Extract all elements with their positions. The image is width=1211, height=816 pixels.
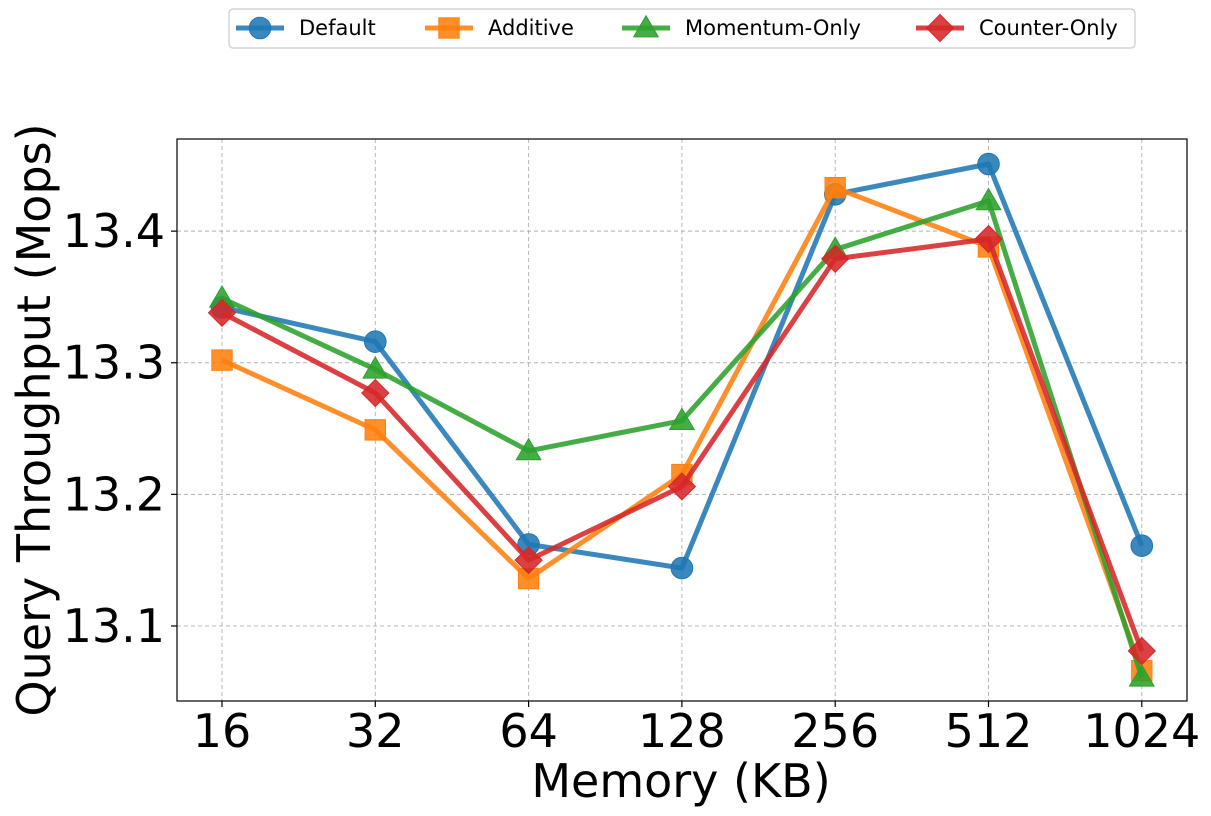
data-point (670, 556, 694, 580)
y-axis: 13.1 13.2 13.3 13.4 (63, 204, 177, 653)
legend-marker (438, 17, 460, 39)
data-point (1130, 534, 1154, 557)
series-layer (207, 152, 1157, 687)
data-point (1128, 664, 1155, 687)
legend-entry: Counter-Only (916, 13, 1118, 43)
legend-marker (248, 16, 272, 40)
legend-label: Counter-Only (979, 16, 1118, 40)
legend-marker (632, 14, 660, 38)
data-point (824, 176, 846, 199)
data-point (362, 356, 389, 379)
data-point (975, 187, 1002, 211)
legend-marker (925, 13, 955, 43)
data-point (820, 244, 850, 273)
legend-label: Default (299, 16, 376, 40)
data-point (514, 545, 543, 575)
x-tick-label: 512 (945, 704, 1033, 758)
x-tick-label: 16 (193, 704, 252, 758)
data-point (207, 298, 237, 327)
y-tick-label: 13.4 (63, 204, 165, 258)
x-tick-label: 1024 (1083, 704, 1200, 758)
y-tick-label: 13.2 (63, 467, 165, 521)
y-tick-label: 13.3 (63, 336, 165, 390)
data-point (364, 419, 387, 441)
x-tick-label: 128 (638, 704, 726, 758)
data-point (515, 437, 542, 461)
data-point (211, 349, 233, 371)
x-axis: 16 32 64 128 256 512 1024 (193, 701, 1200, 758)
data-point (1127, 636, 1157, 666)
series-counter-only (207, 224, 1157, 666)
legend: Default Additive Momentum-Only Counter-Only (228, 8, 1136, 49)
data-point (974, 224, 1003, 254)
data-point (361, 378, 390, 408)
legend-entry: Default (236, 16, 376, 40)
data-point (667, 472, 697, 501)
x-tick-label: 256 (791, 704, 879, 758)
x-tick-label: 64 (499, 704, 558, 758)
x-tick-label: 32 (346, 704, 405, 758)
series-momentum-only (208, 187, 1155, 687)
y-tick-label: 13.1 (63, 599, 165, 653)
legend-entry: Momentum-Only (622, 14, 861, 40)
data-point (668, 407, 696, 431)
x-axis-title: Memory (KB) (531, 754, 830, 808)
data-point (364, 330, 387, 353)
data-point (977, 152, 1000, 176)
legend-label: Additive (488, 16, 574, 40)
legend-entry: Additive (425, 16, 574, 40)
legend-label: Momentum-Only (685, 16, 861, 40)
y-axis-title: Query Throughput (Mops) (7, 123, 61, 716)
